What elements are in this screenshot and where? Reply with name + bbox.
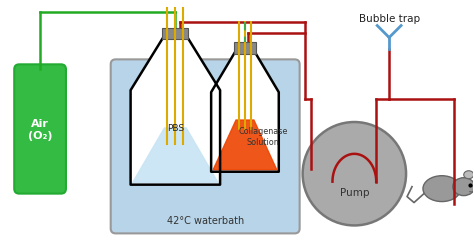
Text: Pump: Pump bbox=[339, 187, 369, 197]
FancyBboxPatch shape bbox=[111, 60, 300, 234]
Polygon shape bbox=[131, 36, 220, 185]
Ellipse shape bbox=[464, 171, 474, 179]
Text: Air
(O₂): Air (O₂) bbox=[28, 119, 52, 140]
Bar bbox=[234, 43, 256, 55]
Text: Bubble trap: Bubble trap bbox=[359, 14, 419, 24]
Ellipse shape bbox=[453, 178, 474, 196]
Bar bbox=[163, 28, 188, 40]
Ellipse shape bbox=[423, 176, 461, 202]
Text: PBS: PBS bbox=[167, 124, 184, 133]
Polygon shape bbox=[213, 120, 277, 170]
Ellipse shape bbox=[302, 122, 406, 226]
FancyBboxPatch shape bbox=[14, 65, 66, 194]
Polygon shape bbox=[211, 51, 279, 172]
Text: 42°C waterbath: 42°C waterbath bbox=[166, 216, 244, 226]
Text: Collagenase
Solution: Collagenase Solution bbox=[238, 127, 288, 146]
Polygon shape bbox=[133, 128, 218, 183]
